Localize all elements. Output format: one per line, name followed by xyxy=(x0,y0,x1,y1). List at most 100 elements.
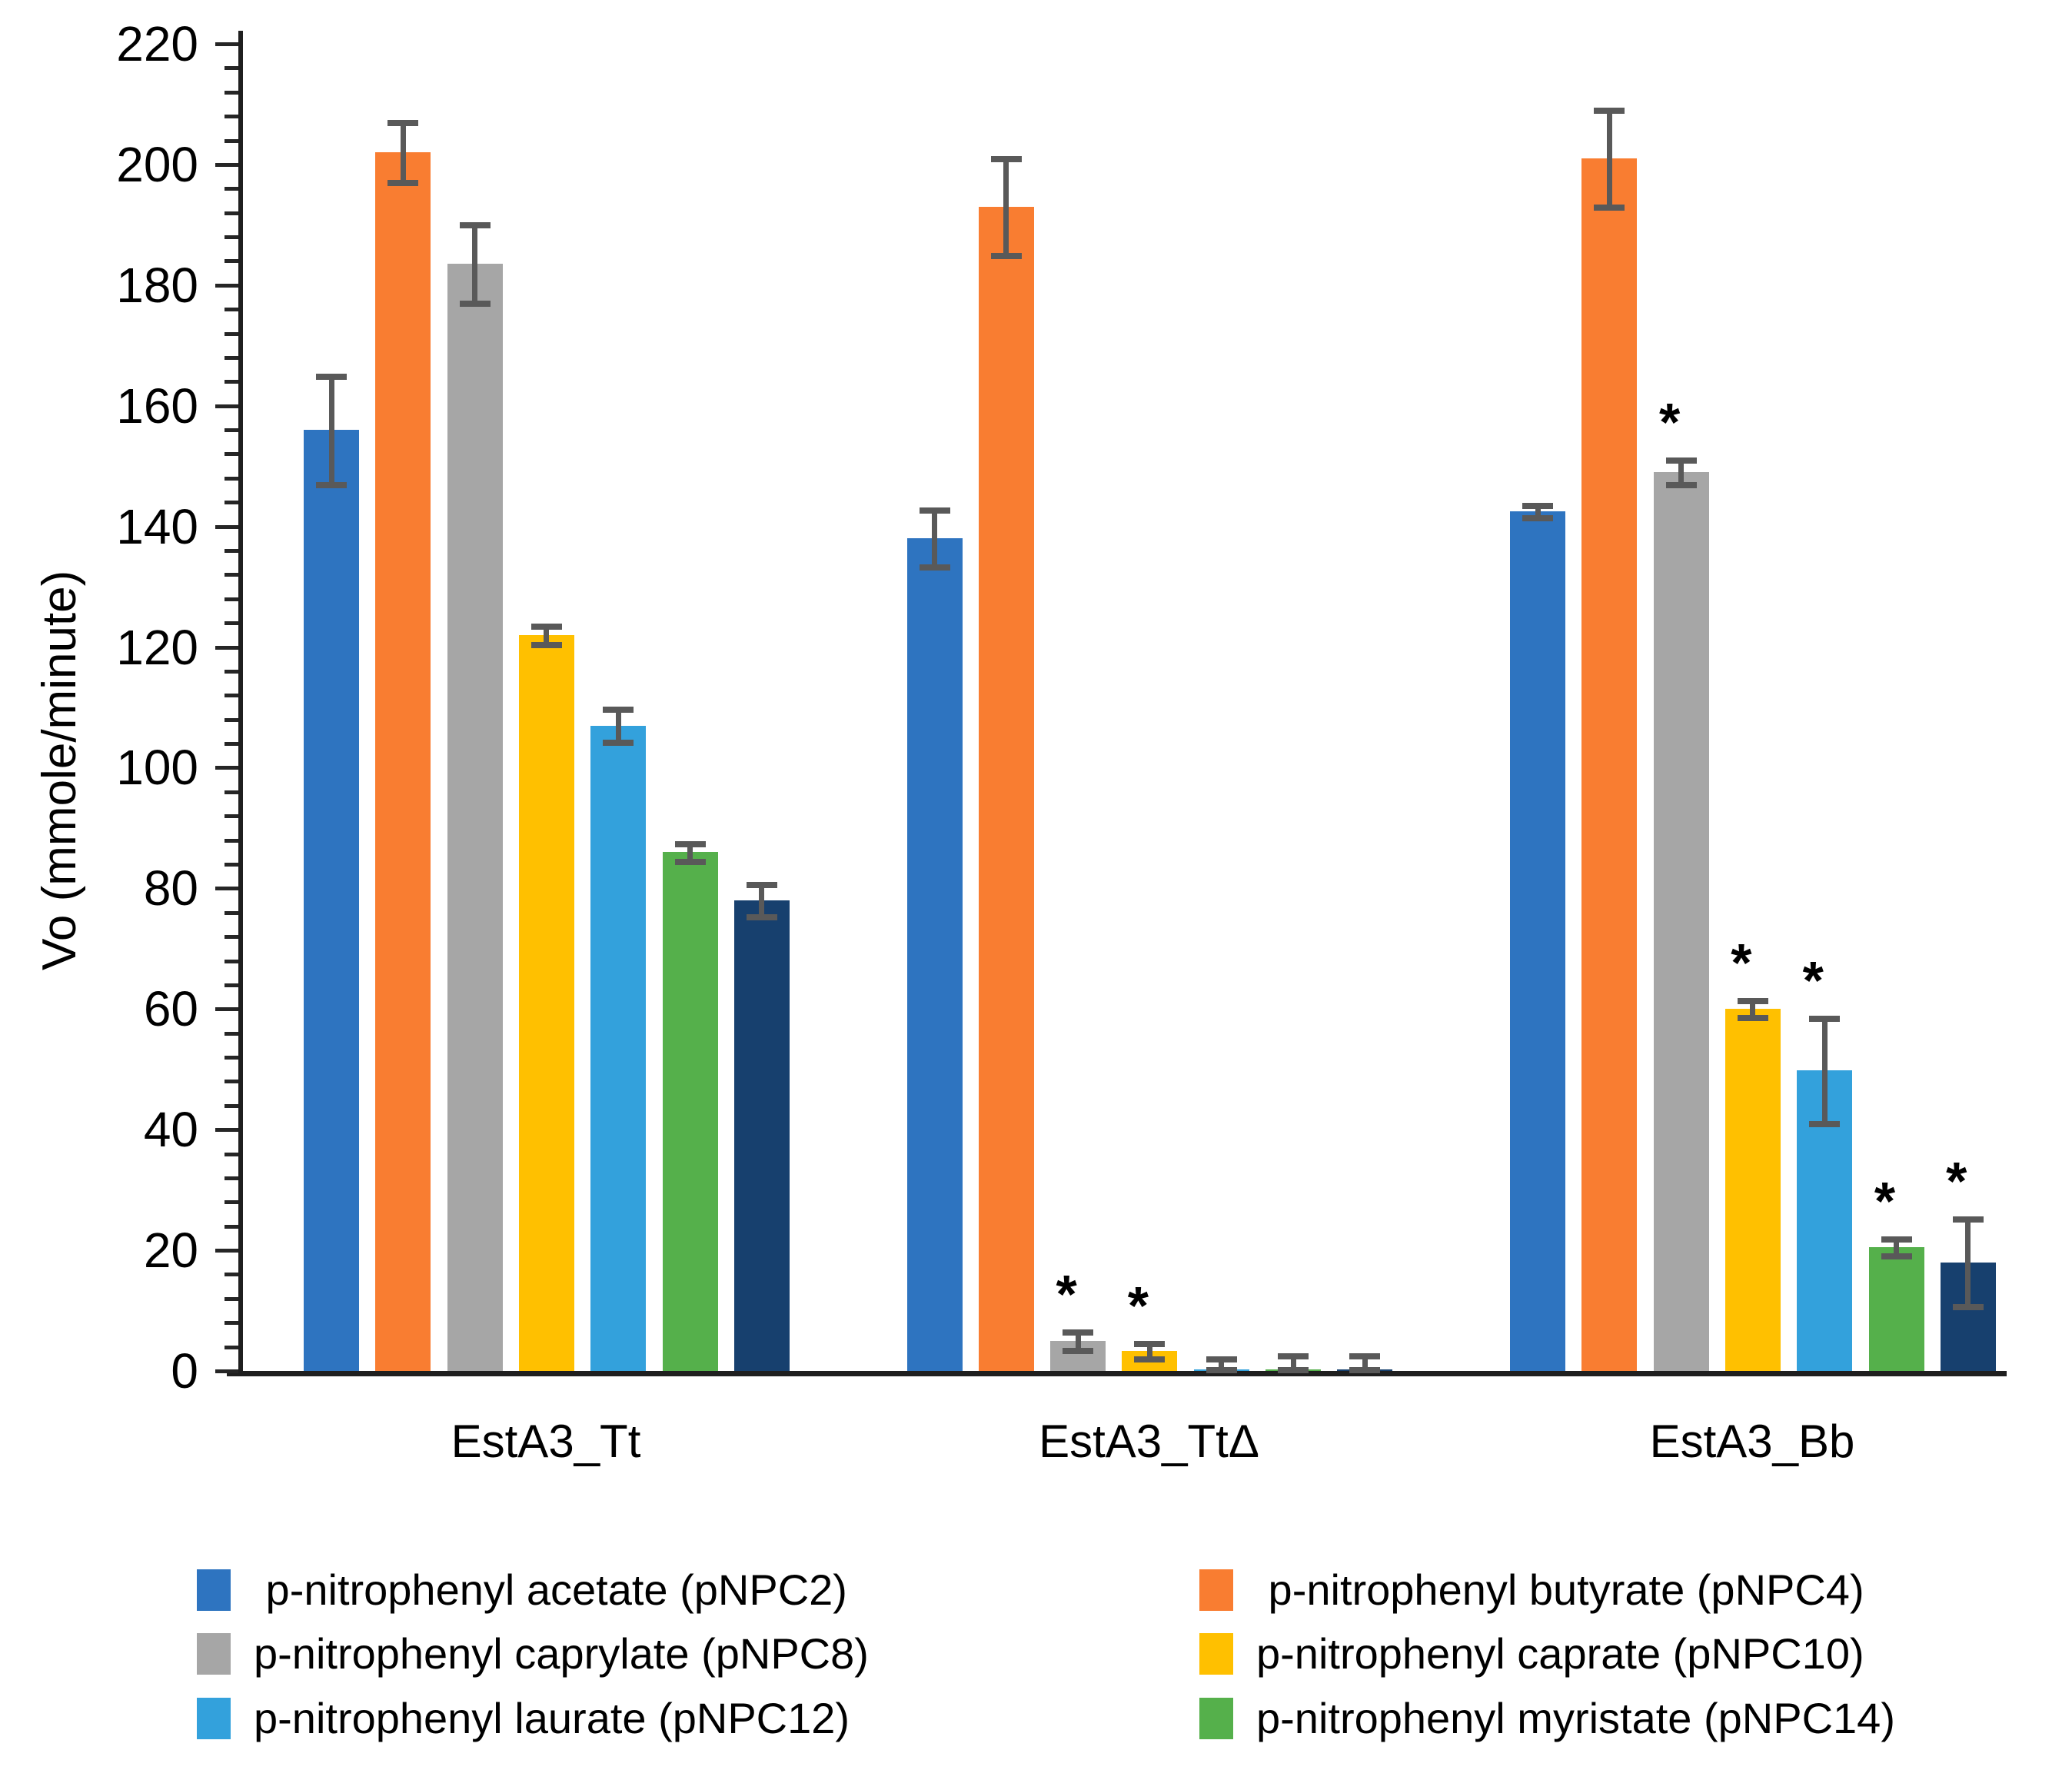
error-bar-whisker xyxy=(1678,460,1685,484)
error-bar-whisker xyxy=(400,121,406,183)
error-bar-whisker xyxy=(1965,1218,1971,1307)
y-major-tick xyxy=(215,887,238,891)
error-bar-top-cap xyxy=(1737,998,1768,1005)
y-minor-tick xyxy=(224,549,238,554)
error-bar-top-cap xyxy=(603,707,634,714)
error-bar-whisker xyxy=(1219,1358,1225,1370)
y-minor-tick xyxy=(224,1176,238,1180)
error-bar-top-cap xyxy=(1594,108,1625,115)
error-bar-whisker xyxy=(1003,158,1009,255)
legend-label: p-nitrophenyl butyrate (pNPC4) xyxy=(1256,1565,1864,1614)
y-minor-tick xyxy=(224,380,238,384)
error-bar-top-cap xyxy=(746,881,777,888)
y-major-tick xyxy=(215,404,238,408)
y-minor-tick xyxy=(224,115,238,119)
y-minor-tick xyxy=(224,452,238,457)
y-minor-tick xyxy=(224,1200,238,1205)
y-tick-label: 180 xyxy=(116,257,198,313)
y-minor-tick xyxy=(224,211,238,215)
error-bar-bottom-cap xyxy=(1278,1367,1309,1374)
y-major-tick xyxy=(215,162,238,167)
error-bar-bottom-cap xyxy=(746,914,777,921)
error-bar-top-cap xyxy=(1522,503,1553,510)
error-bar-whisker xyxy=(1535,505,1541,517)
significance-star: * xyxy=(1127,1275,1149,1336)
y-major-tick xyxy=(215,42,238,46)
error-bar-bottom-cap xyxy=(1349,1367,1381,1374)
y-minor-tick xyxy=(224,910,238,915)
y-major-tick xyxy=(215,1007,238,1012)
x-category-label: EstA3_Tt xyxy=(451,1416,641,1467)
legend-swatch xyxy=(1199,1633,1233,1675)
y-minor-tick xyxy=(224,669,238,674)
error-bar-top-cap xyxy=(1349,1352,1381,1359)
y-minor-tick xyxy=(224,1273,238,1277)
error-bar-bottom-cap xyxy=(1952,1304,1984,1311)
error-bar-top-cap xyxy=(387,119,419,126)
bar xyxy=(375,152,431,1371)
significance-star: * xyxy=(1731,933,1752,993)
y-minor-tick xyxy=(224,66,238,71)
error-bar-top-cap xyxy=(1206,1356,1237,1362)
error-bar-bottom-cap xyxy=(1737,1015,1768,1022)
y-minor-tick xyxy=(224,935,238,940)
bar xyxy=(1868,1247,1924,1371)
error-bar-whisker xyxy=(1362,1355,1368,1370)
y-minor-tick xyxy=(224,138,238,143)
error-bar-whisker xyxy=(759,883,765,917)
y-tick-label: 160 xyxy=(116,378,198,434)
bar xyxy=(1653,472,1709,1371)
error-bar-whisker xyxy=(615,709,621,742)
x-axis-line xyxy=(227,1371,2007,1376)
x-category-label: EstA3_TtΔ xyxy=(1039,1416,1259,1467)
y-major-tick xyxy=(215,645,238,650)
error-bar-bottom-cap xyxy=(990,252,1022,259)
error-bar-bottom-cap xyxy=(530,641,562,648)
bar xyxy=(1724,1009,1781,1371)
legend-label: p-nitrophenyl laurate (pNPC12) xyxy=(254,1694,850,1742)
error-bar-bottom-cap xyxy=(1881,1253,1912,1260)
bar xyxy=(662,852,718,1371)
y-minor-tick xyxy=(224,838,238,843)
error-bar-top-cap xyxy=(1063,1329,1094,1336)
x-category-label: EstA3_Bb xyxy=(1649,1416,1855,1467)
y-tick-label: 100 xyxy=(116,740,198,796)
y-minor-tick xyxy=(224,959,238,963)
error-bar-whisker xyxy=(328,375,334,484)
error-bar-bottom-cap xyxy=(603,739,634,746)
bar xyxy=(590,725,647,1371)
error-bar-bottom-cap xyxy=(919,564,950,571)
error-bar-top-cap xyxy=(1952,1216,1984,1223)
y-minor-tick xyxy=(224,1103,238,1108)
bar xyxy=(733,900,790,1371)
y-minor-tick xyxy=(224,187,238,191)
error-bar-whisker xyxy=(1075,1332,1081,1350)
error-bar-bottom-cap xyxy=(1206,1367,1237,1374)
bar xyxy=(518,634,574,1371)
y-minor-tick xyxy=(224,1056,238,1060)
y-tick-label: 140 xyxy=(116,498,198,554)
error-bar-top-cap xyxy=(530,624,562,630)
error-bar-bottom-cap xyxy=(1134,1356,1166,1363)
y-minor-tick xyxy=(224,814,238,819)
y-major-tick xyxy=(215,1128,238,1133)
y-minor-tick xyxy=(224,1080,238,1084)
error-bar-bottom-cap xyxy=(1809,1120,1841,1127)
y-minor-tick xyxy=(224,1152,238,1156)
bar xyxy=(447,264,503,1371)
legend-label: p-nitrophenyl acetate (pNPC2) xyxy=(254,1565,847,1614)
error-bar-bottom-cap xyxy=(1522,514,1553,521)
y-tick-label: 60 xyxy=(143,981,198,1037)
error-bar-top-cap xyxy=(919,507,950,514)
error-bar-whisker xyxy=(1290,1355,1296,1370)
y-minor-tick xyxy=(224,862,238,867)
error-bar-whisker xyxy=(1894,1239,1899,1256)
legend-swatch xyxy=(197,1698,231,1739)
error-bar-bottom-cap xyxy=(1063,1347,1094,1354)
y-minor-tick xyxy=(224,983,238,987)
error-bar-top-cap xyxy=(459,222,491,229)
y-minor-tick xyxy=(224,717,238,722)
error-bar-top-cap xyxy=(316,373,347,380)
significance-star: * xyxy=(1056,1264,1077,1324)
